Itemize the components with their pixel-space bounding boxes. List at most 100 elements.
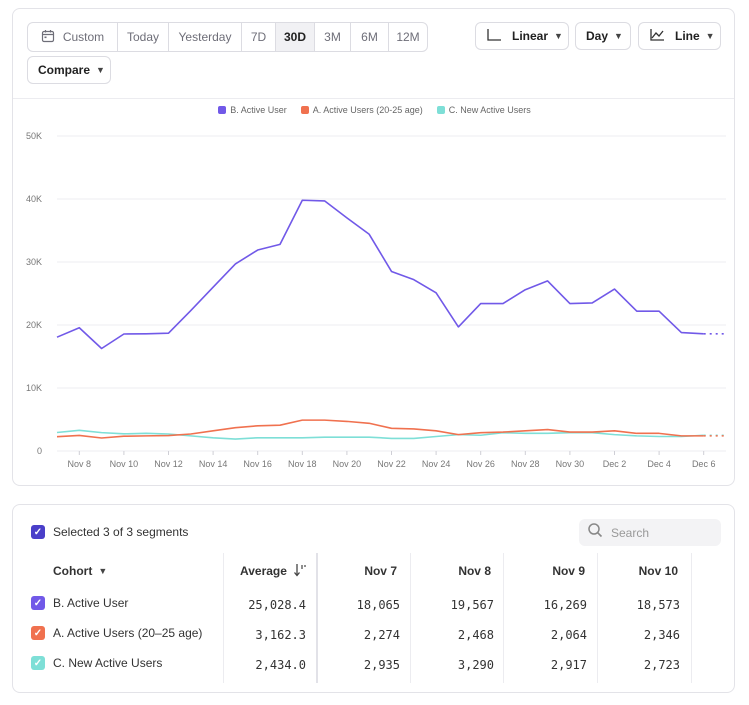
cell-value: 18,573 <box>636 598 680 612</box>
search-icon <box>587 522 603 543</box>
cell-value: 16,269 <box>543 598 587 612</box>
cell-value: 2,274 <box>363 628 400 642</box>
interval-dropdown[interactable]: Day ▼ <box>575 22 631 50</box>
date-range-selector: Custom Today Yesterday 7D 30D 3M 6M 12M <box>27 22 428 52</box>
legend-swatch <box>300 106 309 114</box>
y-tick-label: 10K <box>26 383 42 393</box>
x-tick-label: Dec 2 <box>603 459 627 469</box>
calendar-icon <box>41 29 55 46</box>
chevron-down-icon: ▼ <box>705 31 715 41</box>
column-divider <box>410 553 411 683</box>
column-divider <box>503 553 504 683</box>
cell-value: 2,723 <box>643 658 680 672</box>
average-header-label: Average <box>240 564 287 578</box>
legend-item-active-users-age[interactable]: A. Active Users (20-25 age) <box>300 105 423 115</box>
cell-value: 3,290 <box>457 658 494 672</box>
x-tick-label: Nov 14 <box>199 459 228 469</box>
y-tick-label: 50K <box>26 131 42 141</box>
table-row: ✓ A. Active Users (20–25 age) <box>31 626 202 640</box>
column-divider <box>223 553 224 683</box>
date-range-6m[interactable]: 6M <box>351 23 389 51</box>
row-checkbox[interactable]: ✓ <box>31 596 45 610</box>
interval-label: Day <box>586 29 609 43</box>
cell-value: 2,064 <box>550 628 587 642</box>
x-tick-label: Nov 18 <box>288 459 317 469</box>
date-range-3m[interactable]: 3M <box>315 23 351 51</box>
average-value: 2,434.0 <box>255 658 306 672</box>
x-tick-label: Nov 8 <box>68 459 92 469</box>
series-line <box>56 199 704 350</box>
column-divider <box>316 553 318 683</box>
date-range-30d[interactable]: 30D <box>276 23 315 51</box>
row-checkbox[interactable]: ✓ <box>31 626 45 640</box>
x-tick-label: Nov 16 <box>243 459 272 469</box>
chevron-down-icon: ▼ <box>96 65 105 75</box>
chart-legend: B. Active User A. Active Users (20-25 ag… <box>13 105 736 115</box>
legend-swatch <box>218 106 227 114</box>
cell-value: 2,346 <box>643 628 680 642</box>
cell-value: 18,065 <box>356 598 400 612</box>
cell-value: 2,917 <box>550 658 587 672</box>
search-input[interactable] <box>609 524 713 541</box>
average-header[interactable]: Average <box>240 553 307 589</box>
linear-scale-icon <box>486 28 502 45</box>
legend-item-new-active-users[interactable]: C. New Active Users <box>436 105 531 115</box>
compare-label: Compare <box>38 63 91 77</box>
x-tick-label: Nov 28 <box>511 459 540 469</box>
y-tick-label: 0 <box>37 446 42 456</box>
x-tick-label: Dec 4 <box>647 459 671 469</box>
average-value: 3,162.3 <box>255 628 306 642</box>
x-tick-label: Nov 10 <box>110 459 139 469</box>
date-range-custom-label: Custom <box>62 30 105 44</box>
chevron-down-icon: ▼ <box>614 31 623 41</box>
series-line <box>56 429 704 440</box>
x-tick-label: Nov 24 <box>422 459 451 469</box>
date-range-12m[interactable]: 12M <box>396 30 420 44</box>
legend-label: B. Active User <box>230 105 287 115</box>
legend-label: A. Active Users (20-25 age) <box>312 105 423 115</box>
date-range-custom[interactable]: Custom <box>28 23 118 51</box>
column-header-nov-8[interactable]: Nov 8 <box>458 564 491 578</box>
chevron-down-icon: ▼ <box>98 566 108 576</box>
cell-value: 19,567 <box>450 598 494 612</box>
x-tick-label: Nov 20 <box>333 459 362 469</box>
column-divider <box>597 553 598 683</box>
scale-dropdown[interactable]: Linear ▼ <box>475 22 569 50</box>
line-chart-icon <box>649 28 665 45</box>
column-header-nov-7[interactable]: Nov 7 <box>364 564 397 578</box>
sort-descending-icon <box>293 563 307 580</box>
date-range-7d[interactable]: 7D <box>242 23 276 51</box>
select-all-checkbox[interactable]: ✓ <box>31 525 45 539</box>
row-checkbox[interactable]: ✓ <box>31 656 45 670</box>
table-row: ✓ C. New Active Users <box>31 656 162 670</box>
x-tick-label: Dec 6 <box>692 459 716 469</box>
select-all-row: ✓ Selected 3 of 3 segments <box>31 525 188 539</box>
cohort-name: B. Active User <box>53 596 129 610</box>
table-row: ✓ B. Active User <box>31 596 128 610</box>
selected-count-label: Selected 3 of 3 segments <box>53 525 189 539</box>
column-header-nov-10[interactable]: Nov 10 <box>638 564 678 578</box>
cohort-header[interactable]: Cohort ▼ <box>53 553 107 589</box>
y-tick-label: 40K <box>26 194 42 204</box>
y-tick-label: 30K <box>26 257 42 267</box>
segments-table: Cohort ▼ Average Nov 7 Nov 8 Nov 9 Nov 1… <box>13 553 734 692</box>
cohort-name: A. Active Users (20–25 age) <box>53 626 203 640</box>
average-value: 25,028.4 <box>248 598 306 612</box>
cell-value: 2,468 <box>457 628 494 642</box>
date-range-today[interactable]: Today <box>118 23 169 51</box>
date-range-yesterday[interactable]: Yesterday <box>169 23 242 51</box>
chart-type-dropdown[interactable]: Line ▼ <box>638 22 721 50</box>
series-line <box>56 419 704 439</box>
column-header-nov-9[interactable]: Nov 9 <box>552 564 585 578</box>
cohort-name: C. New Active Users <box>53 656 163 670</box>
chart-card: Custom Today Yesterday 7D 30D 3M 6M 12M … <box>12 8 735 486</box>
chevron-down-icon: ▼ <box>554 31 563 41</box>
legend-item-active-user[interactable]: B. Active User <box>218 105 287 115</box>
chart-toolbar: Custom Today Yesterday 7D 30D 3M 6M 12M … <box>13 9 734 99</box>
cell-value: 2,935 <box>363 658 400 672</box>
x-tick-label: Nov 30 <box>556 459 585 469</box>
cohort-header-label: Cohort <box>53 564 93 578</box>
compare-dropdown[interactable]: Compare ▼ <box>27 56 111 84</box>
column-divider <box>691 553 692 683</box>
x-tick-label: Nov 12 <box>154 459 183 469</box>
